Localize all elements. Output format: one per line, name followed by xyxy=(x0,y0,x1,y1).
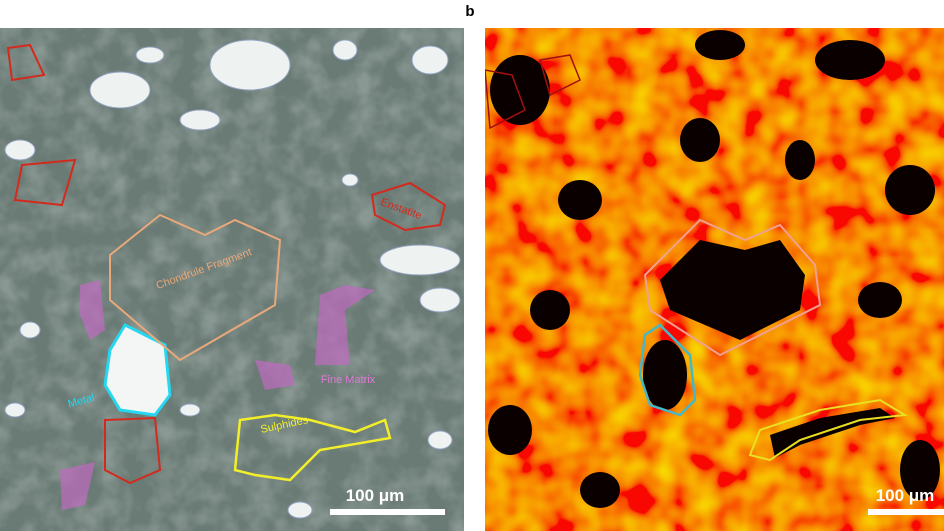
scale-bar-label: 100 μm xyxy=(876,486,935,505)
enstatite-outlines xyxy=(6,43,447,485)
scale-bar xyxy=(330,509,445,515)
sulphide-outline xyxy=(748,398,909,462)
panel-label: b xyxy=(465,3,474,20)
metal-outline xyxy=(638,323,697,417)
micrograph: Chondrule Fragment Enstatite Metal Fine … xyxy=(0,28,464,531)
sulphide-outline xyxy=(233,413,392,482)
metal-outline xyxy=(103,323,172,417)
matrix-regions xyxy=(60,280,375,510)
scale-bar-label: 100 μm xyxy=(346,486,405,505)
metal-grains xyxy=(4,39,461,519)
chondrule-outline xyxy=(643,218,822,357)
chondrule-outline xyxy=(109,213,282,362)
enstatite-outlines xyxy=(485,54,581,130)
label-fine-matrix: Fine Matrix xyxy=(321,374,376,386)
heat-map: 100 μm xyxy=(485,28,944,531)
scale-bar xyxy=(868,509,944,515)
